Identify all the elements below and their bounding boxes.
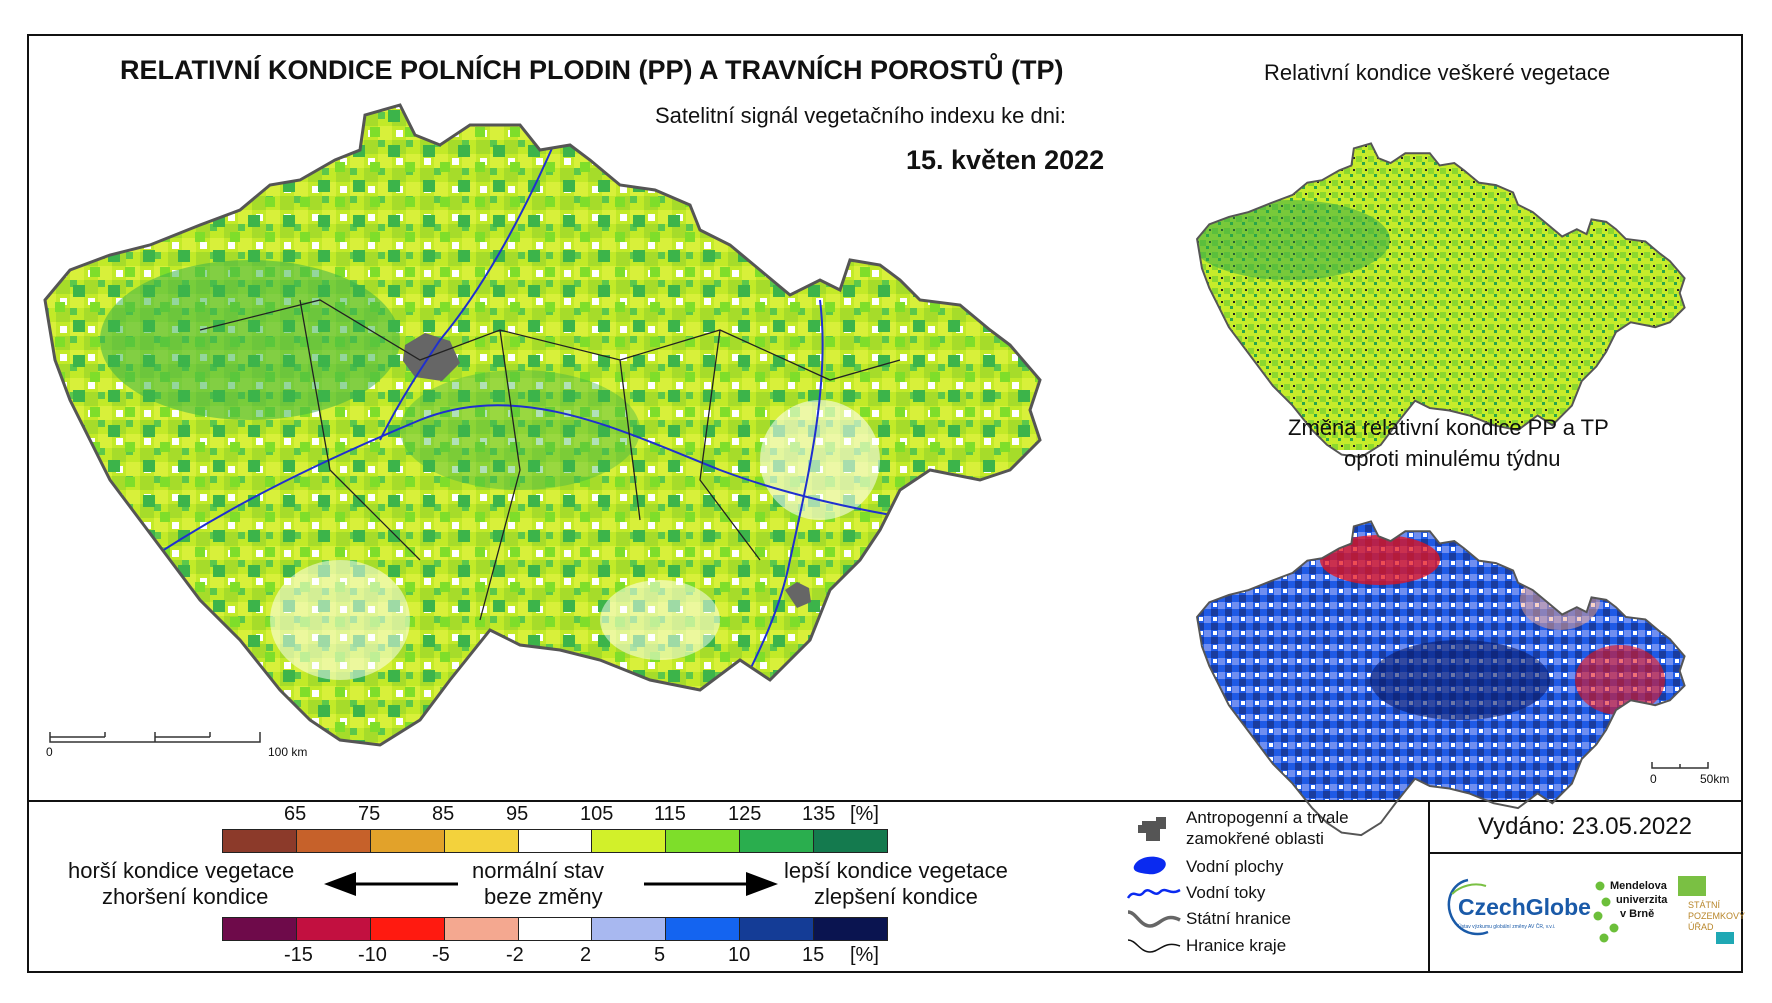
- main-scale-bar: [49, 732, 261, 743]
- arrow-left-icon: [324, 872, 458, 896]
- change-swatch-6: [665, 918, 740, 940]
- inset-change-title-line2: oproti minulému týdnu: [1344, 446, 1561, 471]
- urban-area-label-line2: zamokřené oblasti: [1186, 829, 1324, 848]
- main-map-subtitle: Satelitní signál vegetačního indexu ke d…: [655, 103, 1066, 128]
- arrow-right-icon: [644, 872, 778, 896]
- spu-logo: [1678, 876, 1734, 944]
- change-tick-4: 2: [580, 944, 592, 966]
- issued-date: Vydáno: 23.05.2022: [1478, 813, 1692, 840]
- spu-logo-line3: ÚŘAD: [1688, 922, 1714, 932]
- river-icon: [1126, 888, 1181, 899]
- condition-tick-0: 65: [284, 803, 307, 825]
- condition-tick-1: 75: [358, 803, 381, 825]
- river-label: Vodní toky: [1186, 883, 1266, 902]
- change-swatch-7: [739, 918, 814, 940]
- condition-swatch-4: [517, 830, 592, 852]
- condition-tick-3: 95: [506, 803, 529, 825]
- change-swatch-5: [591, 918, 666, 940]
- main-map-date: 15. květen 2022: [906, 145, 1105, 175]
- change-swatch-1: [295, 918, 370, 940]
- change-swatch-8: [813, 918, 888, 940]
- change-legend-unit: [%]: [850, 944, 879, 966]
- change-tick-5: 5: [654, 944, 666, 966]
- change-tick-7: 15: [802, 944, 825, 966]
- condition-tick-7: 135: [802, 803, 836, 825]
- change-swatch-4: [517, 918, 592, 940]
- spu-logo-line1: STÁTNÍ: [1688, 900, 1721, 910]
- czechglobe-logo-subtext: Ústav výzkumu globální změny AV ČR, v.v.…: [1458, 924, 1556, 930]
- main-scale-end: 100 km: [268, 745, 308, 759]
- condition-swatch-5: [591, 830, 666, 852]
- urban-area-label-line1: Antropogenní a trvale: [1186, 808, 1349, 827]
- main-map-title: RELATIVNÍ KONDICE POLNÍCH PLODIN (PP) A …: [120, 55, 1064, 85]
- inset-scale-start: 0: [1650, 772, 1657, 786]
- spu-logo-line2: POZEMKOVÝ: [1688, 911, 1746, 921]
- better-change-label: zlepšení kondice: [814, 884, 978, 909]
- region-border-label: Hranice kraje: [1186, 936, 1287, 955]
- change-tick-1: -10: [358, 944, 387, 966]
- condition-tick-4: 105: [580, 803, 614, 825]
- czechglobe-logo: [1447, 878, 1489, 936]
- mendel-logo-line1: Mendelova: [1610, 880, 1667, 892]
- condition-tick-2: 85: [432, 803, 455, 825]
- logo-separator: [1428, 852, 1743, 854]
- normal-change-label: beze změny: [484, 884, 603, 909]
- condition-swatch-1: [295, 830, 370, 852]
- condition-swatch-8: [813, 830, 888, 852]
- czechglobe-logo-text: CzechGlobe: [1458, 894, 1591, 920]
- condition-tick-5: 115: [654, 803, 686, 825]
- change-swatch-2: [369, 918, 444, 940]
- change-tick-0: -15: [284, 944, 313, 966]
- state-border-icon: [1127, 910, 1181, 928]
- condition-swatch-2: [369, 830, 444, 852]
- map-frame: [27, 34, 1743, 973]
- state-border-label: Státní hranice: [1186, 909, 1291, 928]
- urban-area-icon: [1138, 817, 1166, 841]
- change-tick-2: -5: [432, 944, 450, 966]
- water-body-icon: [1133, 856, 1166, 875]
- region-border-icon: [1127, 939, 1181, 953]
- condition-tick-6: 125: [728, 803, 762, 825]
- change-swatch-3: [443, 918, 518, 940]
- condition-color-bar: [222, 829, 888, 853]
- condition-swatch-7: [739, 830, 814, 852]
- condition-swatch-6: [665, 830, 740, 852]
- change-swatch-0: [223, 918, 296, 940]
- inset-vegetation-title: Relativní kondice veškeré vegetace: [1264, 60, 1611, 85]
- mendel-university-dots: [1593, 881, 1619, 943]
- condition-swatch-0: [223, 830, 296, 852]
- legend-separator: [27, 800, 1743, 802]
- change-color-bar: [222, 917, 888, 941]
- normal-condition-label: normální stav: [472, 858, 605, 883]
- worse-condition-label: horší kondice vegetace: [68, 858, 295, 883]
- mendel-logo-line3: v Brně: [1620, 908, 1655, 920]
- inset-change-title-line1: Změna relativní kondice PP a TP: [1288, 415, 1609, 440]
- change-tick-3: -2: [506, 944, 524, 966]
- change-tick-6: 10: [728, 944, 751, 966]
- issued-separator: [1428, 800, 1430, 973]
- worse-change-label: zhoršení kondice: [102, 884, 269, 909]
- inset-scale-bar: [1651, 762, 1709, 769]
- better-condition-label: lepší kondice vegetace: [784, 858, 1008, 883]
- condition-swatch-3: [443, 830, 518, 852]
- water-body-label: Vodní plochy: [1186, 857, 1284, 876]
- mendel-logo-line2: univerzita: [1616, 894, 1668, 906]
- main-scale-start: 0: [46, 745, 53, 759]
- condition-legend-unit: [%]: [850, 803, 879, 825]
- inset-scale-end: 50km: [1700, 772, 1730, 786]
